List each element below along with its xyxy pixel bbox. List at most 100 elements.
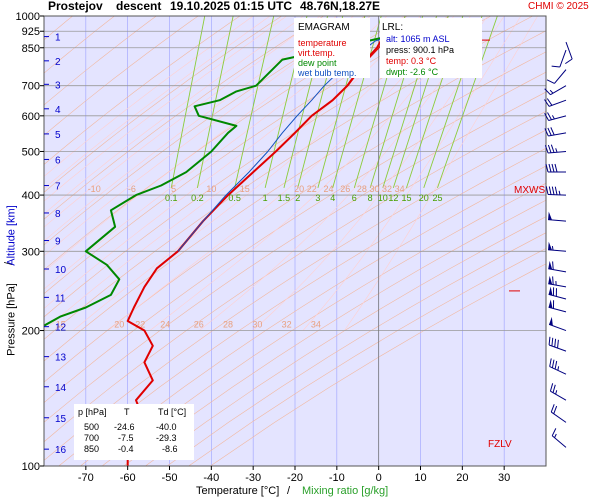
dry-adiabat [44,91,546,423]
lrl-temp: temp: 0.3 °C [386,56,437,66]
wind-barb-pennant [548,260,553,270]
wind-barb-half-flag [557,366,560,371]
wind-barb-flag [551,359,555,368]
wind-barb-pennant [548,275,553,285]
wind-barb [548,286,567,300]
legend: EMAGRAM temperature virt.temp. dew point… [294,18,370,78]
altitude-label: 13 [55,353,67,364]
dry-adiabat-label: 22 [135,320,145,330]
mixing-ratio-line [170,16,206,188]
wind-barb [565,41,573,65]
wind-barb-pennant [548,299,553,309]
fzlv-label: FZLV [488,439,512,450]
wind-barb-half-flag [554,433,557,438]
wind-barb-staff [554,69,567,84]
y-axis-title-altitude: Altitude [km] [5,205,18,266]
altitude-label: 11 [55,293,66,304]
dry-adiabat [166,232,546,466]
wind-barb-flag [547,144,552,153]
x-tick-label: -60 [120,472,136,484]
mixing-ratio-label: 4 [330,193,335,203]
dry-adiabat-label: 32 [382,184,392,194]
dry-adiabat [44,129,546,461]
wind-barb-flag [550,127,555,136]
wind-barb [550,404,567,423]
wind-barb [548,241,567,252]
wind-barb-flag [547,112,552,120]
altitude-label: 4 [55,105,61,116]
altitude-label: 3 [55,80,61,91]
wind-barb-flag [545,163,549,173]
wind-barb-flag [554,186,558,195]
wind-barb-pennant [549,316,553,326]
wind-barb [548,336,567,352]
dry-adiabat-label: 26 [340,184,350,194]
dry-adiabat [80,165,546,466]
wind-barb-flag [565,58,573,65]
y-tick-label: 850 [22,43,40,55]
legend-title: EMAGRAM [298,22,350,33]
wind-barb [549,383,567,401]
wind-barb-half-flag [549,89,554,94]
wind-barb [545,186,567,196]
mixing-ratio-label: 8 [368,193,373,203]
wind-barb-flag [554,163,558,173]
wind-barb [544,98,567,107]
x-tick-label: -40 [203,472,219,484]
y-tick-label: 500 [22,146,40,158]
stats-row-t: -0.4 [118,444,134,454]
copyright: CHMI © 2025 [528,1,589,12]
mixing-ratio-label: 1 [263,193,268,203]
wind-barb-staff [550,411,567,423]
dry-adiabat-label: 26 [194,320,204,330]
sounding-coords: 48.76N,18.27E [300,0,381,13]
mixing-ratio-label: 10 [378,193,388,203]
dry-adiabat [188,248,546,466]
lrl-press: press: 900.1 hPa [386,45,455,55]
wind-barb-flag [551,337,554,347]
x-tick-label: -10 [329,472,345,484]
wind-barb [548,275,567,288]
wind-barb-half-flag [555,148,558,153]
wind-barb-flag [548,186,552,195]
wind-barb [548,260,567,273]
wind-barb-staff [565,41,573,60]
wind-barb-flag [554,338,557,348]
wind-barb-flag [552,384,556,393]
wind-barb-flag [552,261,554,270]
dry-adiabat-label: 15 [56,320,66,330]
wind-barb-flag [549,383,554,392]
wind-barb-staff [548,283,567,288]
wind-barb-flag [544,88,551,96]
altitude-label: 7 [55,182,61,193]
altitude-label: 1 [55,33,61,44]
y-tick-label: 400 [22,190,40,202]
x-tick-label: -50 [162,472,178,484]
dry-adiabat-label: -6 [128,184,136,194]
wind-barb-half-flag [558,190,561,195]
x-axis-title-sep: / [287,485,291,497]
x-tick-label: 10 [414,472,426,484]
altitude-label: 8 [55,209,61,220]
wind-barb-flag [544,145,549,154]
altitude-label: 10 [55,265,67,276]
x-tick-label: -70 [78,472,94,484]
x-tick-label: -20 [287,472,303,484]
dry-adiabat-label: 20 [294,184,304,194]
x-axis-title: Temperature [°C] [196,485,280,497]
wind-barb-staff [548,293,567,300]
altitude-label: 2 [55,57,61,68]
wind-barb-staff [559,49,567,68]
altitude-label: 12 [55,323,67,334]
legend-item-wet-bulb: wet bulb temp. [298,68,357,78]
y-tick-label: 600 [22,111,40,123]
dry-adiabat-label: 24 [323,184,333,194]
x-axis-title-mixing: Mixing ratio [g/kg] [302,485,389,497]
wind-barb [551,49,567,68]
wind-barb [545,163,566,173]
x-tick-label: 30 [498,472,510,484]
dry-adiabat-label: -10 [88,184,101,194]
stats-row-p: 850 [84,444,100,454]
wind-barb [551,428,567,448]
